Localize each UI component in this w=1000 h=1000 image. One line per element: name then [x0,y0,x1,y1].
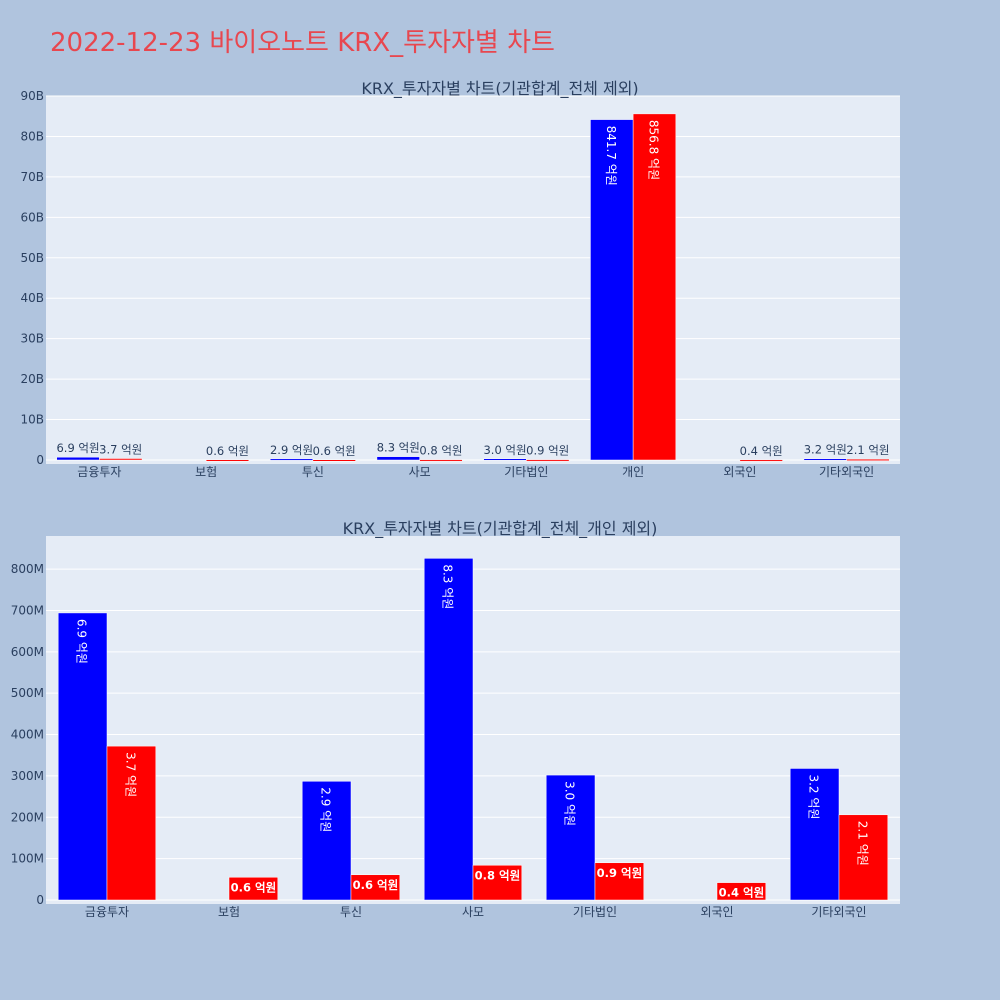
bar [228,877,279,901]
data-label: 0.9 억원 [526,444,569,458]
data-label: 2.9 억원 [270,443,313,457]
data-label: 3.7 억원 [123,752,137,797]
y-tick-label: 600M [11,645,44,659]
bar [590,119,634,461]
data-label: 3.2 억원 [804,443,847,457]
x-tick-label: 보험 [218,905,240,919]
data-label: 3.7 억원 [99,442,142,456]
data-label: 8.3 억원 [441,564,455,609]
x-tick-label: 개인 [622,465,644,479]
bar [376,456,420,461]
bar [846,458,890,461]
data-label: 3.0 억원 [483,443,526,457]
bar [57,612,108,901]
bar [472,865,523,901]
y-tick-label: 80B [20,129,44,143]
x-tick-label: 기타외국인 [811,905,866,919]
data-label: 0.6 억원 [231,880,277,894]
data-label: 2.9 억원 [319,787,333,832]
y-tick-label: 40B [20,291,44,305]
bar [106,745,157,901]
y-tick-label: 90B [20,89,44,103]
x-tick-label: 보험 [195,465,217,479]
data-label: 3.2 억원 [807,774,821,819]
data-label: 0.4 억원 [740,444,783,458]
x-tick-label: 사모 [409,465,431,479]
x-tick-label: 기타외국인 [819,465,874,479]
y-tick-label: 100M [11,852,44,866]
y-tick-label: 500M [11,686,44,700]
y-tick-label: 30B [20,332,44,346]
data-label: 8.3 억원 [377,441,420,455]
data-label: 0.8 억원 [419,444,462,458]
y-tick-label: 60B [20,210,44,224]
x-tick-label: 투신 [340,905,362,919]
y-tick-label: 20B [20,372,44,386]
data-label: 2.1 억원 [846,443,889,457]
y-tick-label: 50B [20,251,44,265]
y-tick-label: 70B [20,170,44,184]
data-label: 0.6 억원 [313,444,356,458]
x-tick-label: 외국인 [700,905,733,919]
page-title: 2022-12-23 바이오노트 KRX_투자자별 차트 [50,28,555,58]
bar [419,459,463,462]
y-tick-label: 0 [36,893,44,907]
bar [301,781,352,901]
y-tick-label: 800M [11,562,44,576]
data-label: 0.4 억원 [719,886,765,900]
bar [838,814,889,901]
bar [716,882,767,901]
bar [205,459,250,462]
data-label: 6.9 억원 [75,619,89,664]
y-tick-label: 0 [36,453,44,467]
bar [350,874,401,901]
x-tick-label: 사모 [462,905,484,919]
x-tick-label: 외국인 [723,465,756,479]
x-tick-label: 기타법인 [504,465,548,479]
bar [632,113,677,461]
bar [312,459,356,462]
data-label: 0.8 억원 [475,868,521,882]
chart-title: KRX_투자자별 차트(기관합계_전체_개인 제외) [343,519,658,539]
bar [545,774,596,901]
data-label: 3.0 억원 [563,781,577,826]
y-tick-label: 10B [20,413,44,427]
y-tick-label: 300M [11,769,44,783]
plot-area [46,96,900,464]
data-label: 0.9 억원 [597,866,643,880]
bar [594,862,645,901]
x-tick-label: 투신 [302,465,324,479]
chart-title: KRX_투자자별 차트(기관합계_전체 제외) [361,79,638,99]
y-tick-label: 200M [11,810,44,824]
x-tick-label: 금융투자 [85,905,129,919]
x-tick-label: 금융투자 [77,465,121,479]
bar [789,768,840,901]
data-label: 841.7 억원 [604,126,618,186]
data-label: 6.9 억원 [56,441,99,455]
y-tick-label: 400M [11,728,44,742]
bar [423,558,474,901]
data-label: 0.6 억원 [206,444,249,458]
bar [99,458,143,461]
data-label: 0.6 억원 [353,878,399,892]
x-tick-label: 기타법인 [573,905,617,919]
data-label: 856.8 억원 [646,120,660,180]
y-tick-label: 700M [11,603,44,617]
bar [739,459,783,462]
chart-institution-total-excluded: KRX_투자자별 차트(기관합계_전체 제외) 0 10B 20B 30B 40B 50B 6… [20,79,900,479]
data-label: 2.1 억원 [855,821,869,866]
bar [526,459,570,462]
